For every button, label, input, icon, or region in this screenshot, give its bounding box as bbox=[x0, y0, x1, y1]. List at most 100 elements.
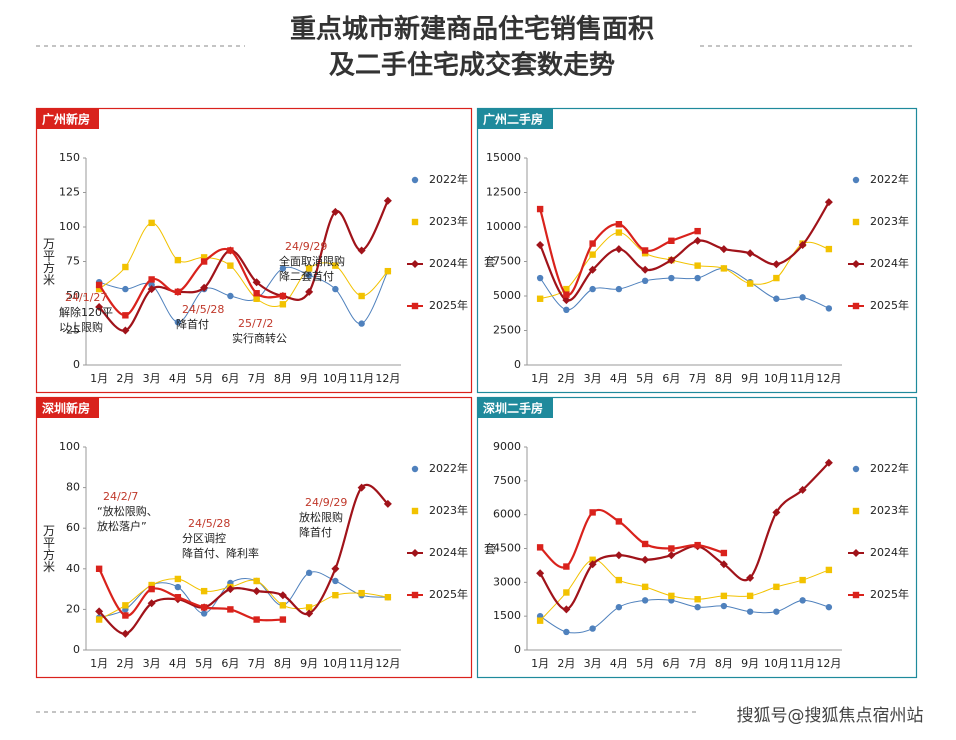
data-point bbox=[852, 176, 860, 184]
data-point bbox=[614, 551, 623, 560]
panel-badge bbox=[37, 109, 99, 129]
data-point bbox=[95, 607, 104, 616]
annotation-text: 降二套首付 bbox=[279, 269, 334, 283]
panel-title: 深圳新房 bbox=[42, 401, 90, 416]
data-point bbox=[332, 577, 339, 585]
data-point bbox=[667, 551, 676, 560]
panel-badge bbox=[478, 109, 553, 129]
data-point bbox=[562, 605, 571, 614]
y-tick-label: 75 bbox=[66, 255, 80, 268]
x-tick-label: 5月 bbox=[195, 657, 213, 670]
data-point bbox=[253, 290, 260, 297]
data-point bbox=[174, 583, 182, 591]
y-tick-label: 15000 bbox=[486, 151, 521, 164]
data-point bbox=[773, 608, 780, 615]
data-point bbox=[279, 265, 287, 272]
data-point bbox=[411, 260, 419, 268]
data-point bbox=[411, 465, 419, 473]
data-point bbox=[825, 603, 833, 611]
data-point bbox=[332, 262, 339, 269]
data-point bbox=[332, 285, 339, 293]
data-point bbox=[305, 287, 314, 296]
x-tick-label: 2月 bbox=[116, 657, 134, 670]
y-axis-label: 套 bbox=[483, 255, 497, 267]
data-point bbox=[122, 312, 129, 319]
data-point bbox=[589, 285, 596, 293]
x-tick-label: 9月 bbox=[741, 372, 759, 385]
x-tick-label: 11月 bbox=[790, 372, 815, 385]
annotation-date: 24/5/28 bbox=[182, 303, 224, 316]
legend-label: 2025年 bbox=[870, 587, 909, 601]
annotation-text: 放松落户” bbox=[97, 519, 147, 533]
data-point bbox=[588, 265, 597, 274]
y-tick-label: 9000 bbox=[493, 440, 521, 453]
y-tick-label: 3000 bbox=[493, 575, 521, 588]
y-tick-label: 60 bbox=[66, 521, 80, 534]
data-point bbox=[253, 577, 260, 585]
x-tick-label: 5月 bbox=[195, 372, 213, 385]
y-tick-label: 12500 bbox=[486, 186, 521, 199]
y-tick-label: 0 bbox=[73, 643, 80, 656]
y-tick-label: 0 bbox=[514, 358, 521, 371]
data-point bbox=[694, 596, 701, 603]
data-point bbox=[641, 277, 649, 285]
data-point bbox=[798, 485, 807, 494]
data-point bbox=[668, 592, 675, 600]
data-point bbox=[563, 291, 570, 298]
data-point bbox=[852, 591, 860, 599]
x-tick-label: 11月 bbox=[349, 372, 374, 385]
data-point bbox=[746, 249, 755, 258]
data-point bbox=[589, 509, 596, 516]
x-tick-label: 11月 bbox=[790, 657, 815, 670]
data-point bbox=[305, 609, 314, 618]
panel-title: 广州新房 bbox=[42, 112, 90, 127]
data-point bbox=[641, 597, 649, 604]
y-tick-label: 5000 bbox=[493, 289, 521, 302]
annotation-text: 降首付 bbox=[299, 525, 332, 539]
data-point bbox=[852, 549, 860, 557]
page-title: 重点城市新建商品住宅销售面积 bbox=[290, 14, 654, 45]
legend-label: 2025年 bbox=[429, 298, 468, 312]
y-axis-label: 万平方米 bbox=[42, 238, 56, 286]
data-point bbox=[411, 591, 419, 599]
x-tick-label: 9月 bbox=[741, 657, 759, 670]
data-point bbox=[746, 608, 754, 615]
series-line bbox=[539, 201, 830, 302]
data-point bbox=[227, 262, 234, 269]
chart-panel: 广州新房 0 25 50 75 100 125 150 1月 2月 3月 4月 5月 6月 7月 8月 9月 10… bbox=[35, 107, 473, 394]
data-point bbox=[641, 583, 649, 591]
y-tick-label: 125 bbox=[59, 186, 80, 199]
data-point bbox=[147, 599, 156, 608]
data-point bbox=[279, 301, 287, 308]
panel-title: 广州二手房 bbox=[483, 112, 543, 127]
data-point bbox=[563, 285, 570, 293]
chart-panel: 深圳新房 0 20 40 60 80 100 1月 2月 3月 4月 5月 6月 7月 8月 9月 10月 11月… bbox=[35, 396, 473, 679]
panel-frame bbox=[35, 396, 473, 679]
data-point bbox=[799, 294, 806, 301]
annotation-text: 降首付 bbox=[176, 317, 209, 331]
y-tick-label: 50 bbox=[66, 289, 80, 302]
data-point bbox=[278, 591, 287, 600]
x-tick-label: 4月 bbox=[169, 657, 187, 670]
annotation-text: 分区调控 bbox=[182, 531, 226, 545]
legend-label: 2022年 bbox=[429, 172, 468, 186]
panel-frame bbox=[476, 396, 918, 679]
x-tick-label: 12月 bbox=[816, 657, 841, 670]
legend-label: 2024年 bbox=[870, 256, 909, 270]
data-point bbox=[227, 606, 234, 613]
data-point bbox=[383, 196, 392, 205]
data-point bbox=[227, 247, 234, 254]
x-tick-label: 6月 bbox=[221, 657, 239, 670]
data-point bbox=[200, 254, 208, 261]
data-point bbox=[95, 285, 103, 293]
data-point bbox=[357, 246, 366, 255]
data-point bbox=[641, 540, 649, 548]
data-point bbox=[852, 507, 860, 515]
legend-label: 2023年 bbox=[870, 214, 909, 228]
data-point bbox=[615, 221, 623, 228]
x-tick-label: 1月 bbox=[90, 657, 108, 670]
data-point bbox=[825, 305, 833, 312]
data-point bbox=[536, 569, 545, 578]
data-point bbox=[200, 258, 208, 265]
x-tick-label: 3月 bbox=[143, 657, 161, 670]
